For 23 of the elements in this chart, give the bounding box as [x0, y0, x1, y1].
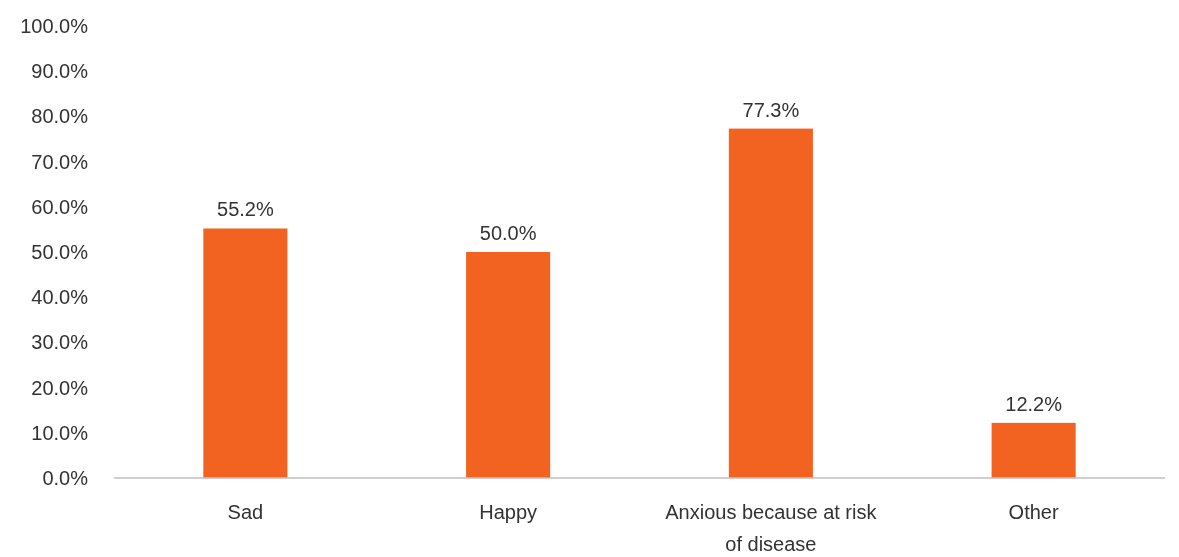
y-tick-label: 10.0% — [31, 421, 89, 444]
y-tick-label: 50.0% — [31, 241, 89, 263]
y-tick-label: 30.0% — [31, 331, 89, 354]
x-tick-label: Other — [1008, 501, 1059, 523]
bar — [466, 252, 551, 478]
data-label: 55.2% — [217, 198, 274, 221]
y-tick-label: 40.0% — [31, 286, 89, 309]
data-label: 50.0% — [479, 222, 537, 244]
data-label: 77.3% — [742, 98, 800, 121]
x-tick-label: Sad — [227, 501, 264, 523]
bar — [203, 228, 288, 478]
y-tick-label: 90.0% — [31, 60, 89, 83]
y-tick-label: 70.0% — [31, 150, 89, 173]
y-tick-label: 60.0% — [31, 195, 89, 218]
bar — [728, 128, 813, 478]
x-tick-label: Happy — [479, 501, 538, 523]
y-tick-label: 0.0% — [42, 467, 89, 489]
bar — [991, 422, 1076, 478]
y-tick-label: 100.0% — [20, 15, 89, 37]
data-label: 12.2% — [1005, 392, 1063, 415]
x-tick-label: Anxious because at risk of disease — [665, 501, 878, 555]
y-tick-label: 80.0% — [31, 105, 89, 128]
y-tick-label: 20.0% — [31, 376, 89, 399]
